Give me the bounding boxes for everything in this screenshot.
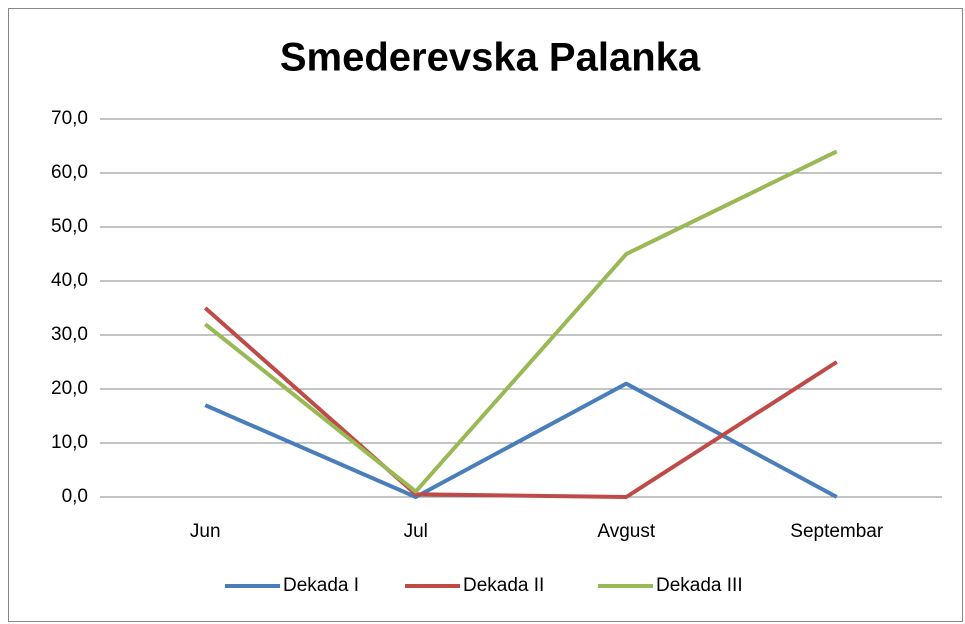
legend-label: Dekada I	[283, 575, 359, 596]
y-tick-label: 30,0	[51, 324, 88, 345]
y-tick-label: 10,0	[51, 432, 88, 453]
x-tick-label: Avgust	[597, 521, 655, 542]
y-tick-label: 0,0	[62, 486, 88, 507]
legend-label: Dekada II	[463, 575, 544, 596]
y-tick-label: 20,0	[51, 378, 88, 399]
y-tick-label: 50,0	[51, 216, 88, 237]
x-tick-label: Septembar	[790, 521, 884, 542]
x-tick-label: Jul	[404, 521, 428, 542]
y-tick-label: 60,0	[51, 162, 88, 183]
y-tick-label: 70,0	[51, 108, 88, 129]
y-tick-label: 40,0	[51, 270, 88, 291]
series-line	[204, 149, 838, 494]
series-line	[204, 381, 838, 499]
x-tick-label: Jun	[190, 521, 221, 542]
series-line	[203, 306, 838, 499]
legend-label: Dekada III	[656, 575, 743, 596]
chart-title: Smederevska Palanka	[280, 36, 701, 80]
chart-border	[8, 8, 963, 622]
